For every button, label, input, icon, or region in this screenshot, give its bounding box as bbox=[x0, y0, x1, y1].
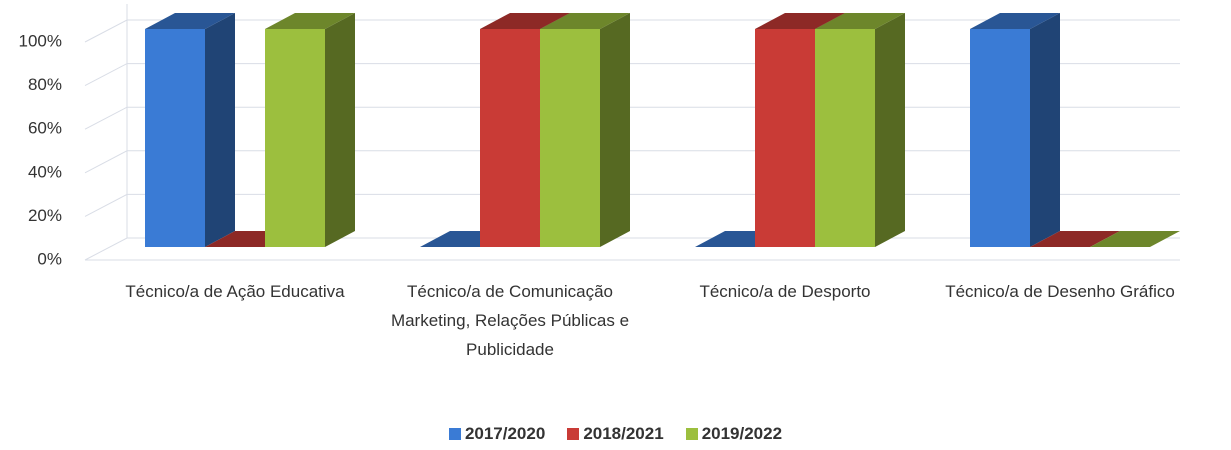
bar-front bbox=[540, 29, 600, 247]
bar-side bbox=[875, 13, 905, 247]
bar bbox=[145, 13, 235, 247]
legend-item: 2017/2020 bbox=[448, 424, 546, 444]
y-tick-label: 20% bbox=[28, 206, 62, 225]
bar-front bbox=[970, 29, 1030, 247]
x-tick-label: Técnico/a de Desenho Gráfico bbox=[945, 282, 1175, 301]
x-tick-label: Técnico/a de Desporto bbox=[699, 282, 871, 301]
bar-top bbox=[970, 13, 1060, 29]
bar-top bbox=[540, 13, 630, 29]
bar bbox=[265, 13, 355, 247]
y-tick-label: 60% bbox=[28, 119, 62, 138]
bar bbox=[815, 13, 905, 247]
bar bbox=[970, 13, 1060, 247]
legend-label: 2018/2021 bbox=[583, 424, 664, 443]
bar-side bbox=[1030, 13, 1060, 247]
bar-top bbox=[145, 13, 235, 29]
bar-side bbox=[325, 13, 355, 247]
bar-top bbox=[265, 13, 355, 29]
bar-front bbox=[815, 29, 875, 247]
bar-side bbox=[600, 13, 630, 247]
bar-top bbox=[815, 13, 905, 29]
y-tick-label: 40% bbox=[28, 162, 62, 181]
bar-side bbox=[205, 13, 235, 247]
y-tick-label: 100% bbox=[19, 31, 62, 50]
legend-swatch bbox=[567, 428, 580, 440]
bar bbox=[540, 13, 630, 247]
legend-swatch bbox=[448, 428, 461, 440]
bar-front bbox=[265, 29, 325, 247]
bar-front bbox=[480, 29, 540, 247]
legend-item: 2018/2021 bbox=[567, 424, 664, 444]
x-tick-label: Técnico/a de Ação Educativa bbox=[125, 282, 345, 301]
legend-swatch bbox=[685, 428, 698, 440]
legend: 2017/2020 2018/2021 2019/2022 bbox=[0, 424, 1231, 444]
y-tick-label: 0% bbox=[37, 249, 62, 268]
bar-front bbox=[145, 29, 205, 247]
legend-label: 2019/2022 bbox=[701, 424, 783, 443]
bar-top bbox=[1090, 231, 1180, 247]
x-tick-label: Técnico/a de Comunicação Marketing, Rela… bbox=[390, 282, 634, 359]
bar-front bbox=[755, 29, 815, 247]
legend-item: 2019/2022 bbox=[685, 424, 783, 444]
bar bbox=[1090, 231, 1180, 247]
legend-label: 2017/2020 bbox=[464, 424, 546, 443]
y-tick-label: 80% bbox=[28, 75, 62, 94]
